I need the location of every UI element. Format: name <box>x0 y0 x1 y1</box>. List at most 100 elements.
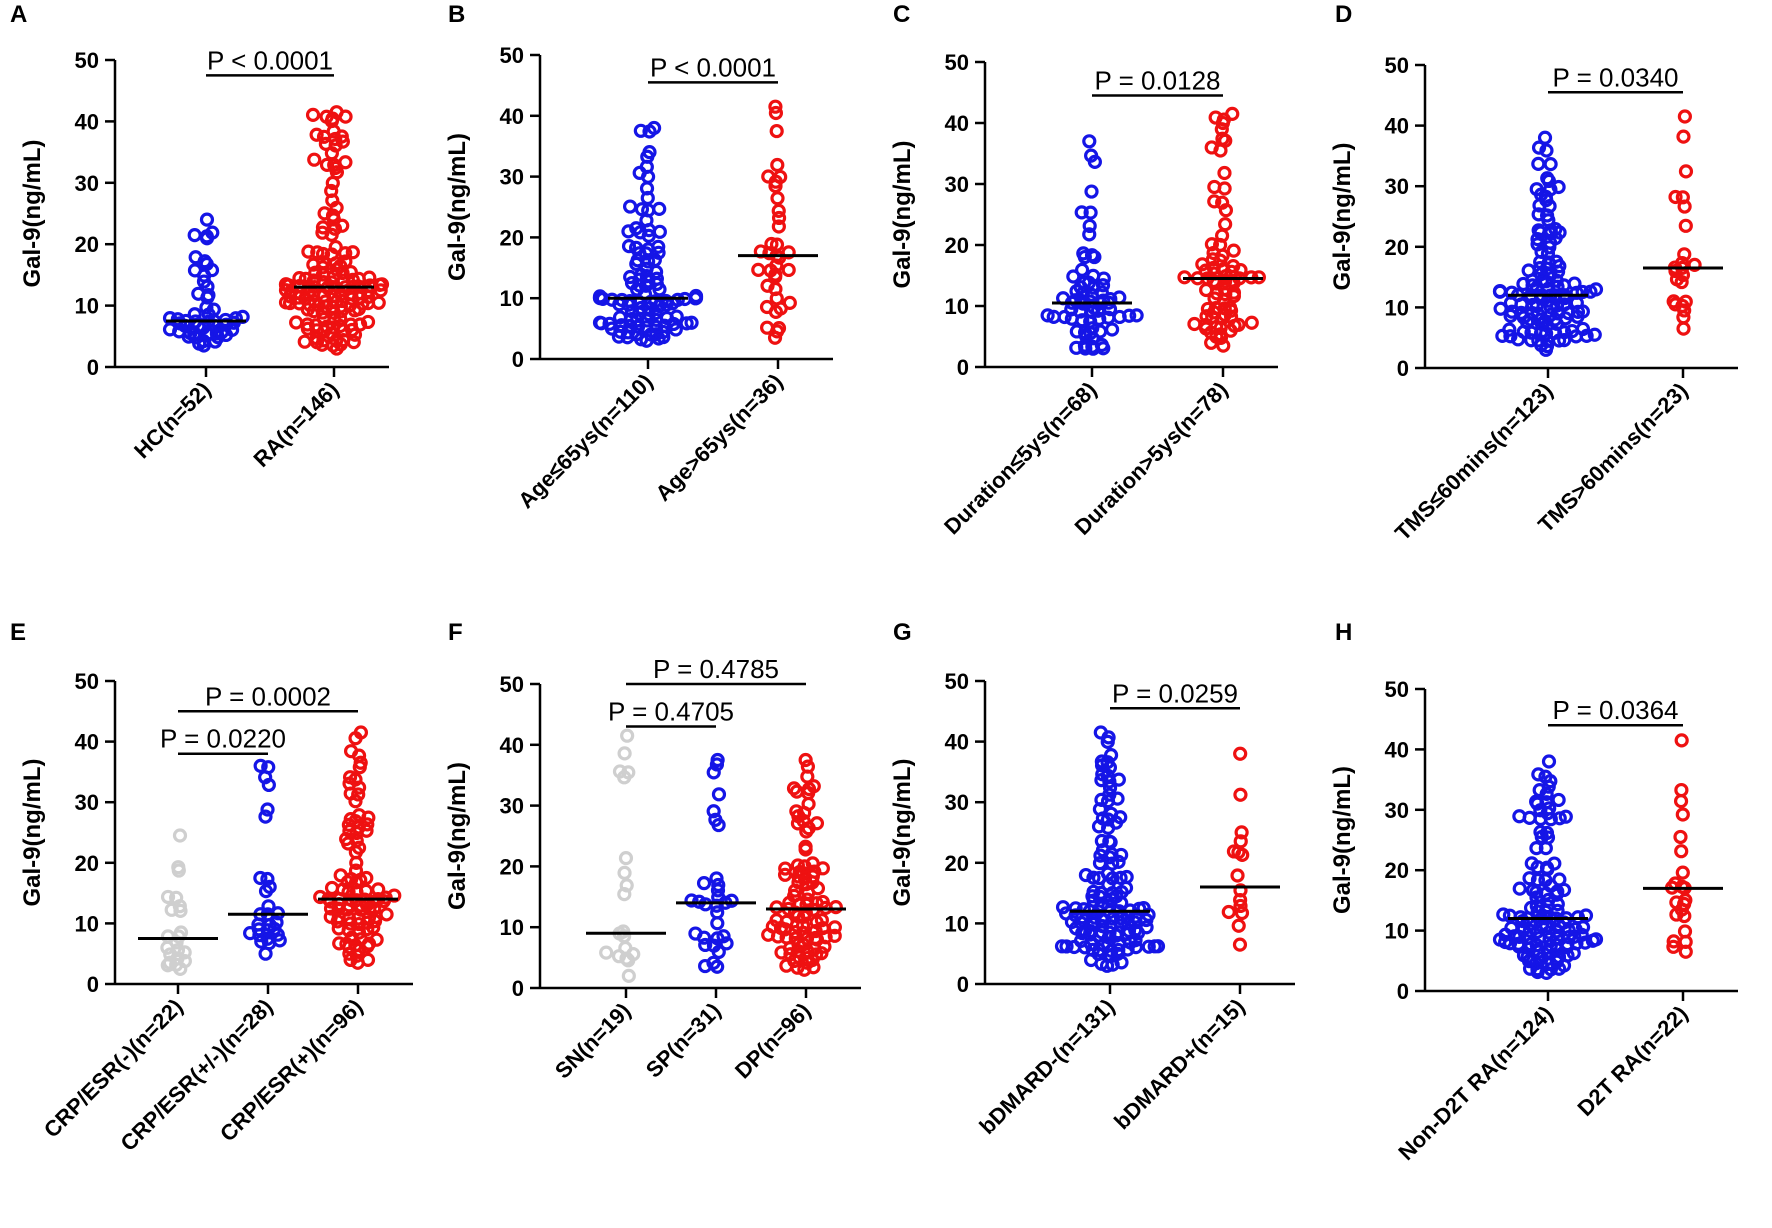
data-point <box>708 812 723 827</box>
data-point <box>1113 870 1128 885</box>
data-point <box>1105 322 1120 337</box>
x-tick-label: RA(n=146) <box>248 377 343 472</box>
data-point <box>1207 194 1222 209</box>
data-point <box>805 856 820 871</box>
data-point <box>1233 898 1248 914</box>
y-tick-label: 0 <box>957 355 969 380</box>
p-value-label: P = 0.0259 <box>1112 678 1238 708</box>
data-point <box>1539 786 1554 801</box>
data-point <box>1549 254 1564 269</box>
data-point <box>1244 315 1259 330</box>
data-point <box>1093 725 1108 740</box>
data-point <box>345 272 360 287</box>
data-point <box>1557 297 1572 312</box>
data-point <box>359 870 374 886</box>
data-point <box>1677 109 1692 124</box>
data-point <box>1551 179 1566 195</box>
data-point <box>1588 282 1604 297</box>
y-tick-label: 50 <box>500 672 524 697</box>
data-point <box>316 311 331 327</box>
data-point <box>1539 143 1554 158</box>
y-tick-label: 50 <box>75 669 99 694</box>
data-point <box>379 907 394 922</box>
x-tick-label: bDMARD+(n=15) <box>1109 994 1249 1134</box>
data-point <box>1096 293 1111 308</box>
data-point <box>760 278 775 293</box>
data-point <box>709 871 724 886</box>
data-point <box>1094 337 1109 353</box>
data-point <box>706 938 722 953</box>
data-point <box>172 828 188 843</box>
data-point <box>706 804 721 819</box>
y-axis-label: Gal-9(ng/mL) <box>444 133 471 281</box>
data-point <box>642 145 657 160</box>
data-point <box>374 277 390 292</box>
data-point <box>332 936 347 951</box>
x-tick-label: bDMARD-(n=131) <box>974 994 1119 1139</box>
y-tick-label: 40 <box>500 104 524 129</box>
data-point <box>258 809 273 824</box>
data-point <box>348 863 364 878</box>
data-point <box>310 245 325 260</box>
data-point <box>1226 844 1242 859</box>
data-point <box>1092 856 1108 871</box>
y-tick-label: 50 <box>75 48 99 73</box>
data-point <box>688 926 703 941</box>
data-point <box>1575 321 1591 337</box>
data-point <box>1150 939 1166 954</box>
data-point <box>343 744 359 759</box>
data-point <box>260 802 275 817</box>
data-point <box>1119 869 1134 885</box>
data-point <box>808 923 823 939</box>
data-point <box>1084 248 1100 263</box>
data-point <box>260 871 275 887</box>
data-point <box>1055 900 1071 915</box>
data-point <box>1522 923 1537 938</box>
data-point <box>187 307 202 322</box>
data-point <box>761 169 776 184</box>
y-tick-label: 10 <box>75 911 99 936</box>
y-tick-label: 0 <box>87 972 99 997</box>
data-point <box>316 333 331 348</box>
data-point <box>1083 205 1098 220</box>
data-point <box>1207 179 1222 195</box>
data-point <box>196 274 212 289</box>
p-value-label: P = 0.4705 <box>608 697 734 727</box>
x-tick-label: CRP/ESR(+/-)(n=28) <box>115 994 277 1156</box>
data-point <box>710 905 725 920</box>
y-tick-label: 50 <box>1385 677 1409 702</box>
y-axis-label: Gal-9(ng/mL) <box>19 140 46 288</box>
data-point <box>1187 316 1202 332</box>
data-point <box>353 755 368 770</box>
data-point <box>206 302 221 317</box>
data-point <box>669 309 684 324</box>
data-point <box>253 758 268 773</box>
p-value-label: P = 0.0364 <box>1552 695 1678 725</box>
y-tick-label: 30 <box>945 790 969 815</box>
data-point <box>162 311 178 326</box>
y-tick-label: 40 <box>945 111 969 136</box>
y-axis-label: Gal-9(ng/mL) <box>889 141 916 289</box>
y-tick-label: 30 <box>500 794 524 819</box>
data-point <box>1557 332 1572 348</box>
y-tick-label: 30 <box>75 790 99 815</box>
data-point <box>1529 898 1544 914</box>
y-tick-label: 40 <box>75 109 99 134</box>
data-point <box>324 880 340 896</box>
data-point <box>1208 110 1223 125</box>
data-point <box>1666 934 1681 949</box>
data-point <box>262 879 277 895</box>
data-point <box>1674 844 1689 859</box>
data-point <box>1543 157 1558 172</box>
data-point <box>1541 255 1556 270</box>
data-point <box>1218 217 1233 232</box>
panel-letter: C <box>893 1 910 28</box>
data-point <box>1529 938 1544 953</box>
data-point <box>338 246 353 261</box>
data-point <box>1076 902 1091 917</box>
data-point <box>353 932 368 947</box>
data-point <box>1678 218 1693 233</box>
data-point <box>1078 867 1094 883</box>
data-point <box>353 725 369 740</box>
data-point <box>711 787 727 802</box>
